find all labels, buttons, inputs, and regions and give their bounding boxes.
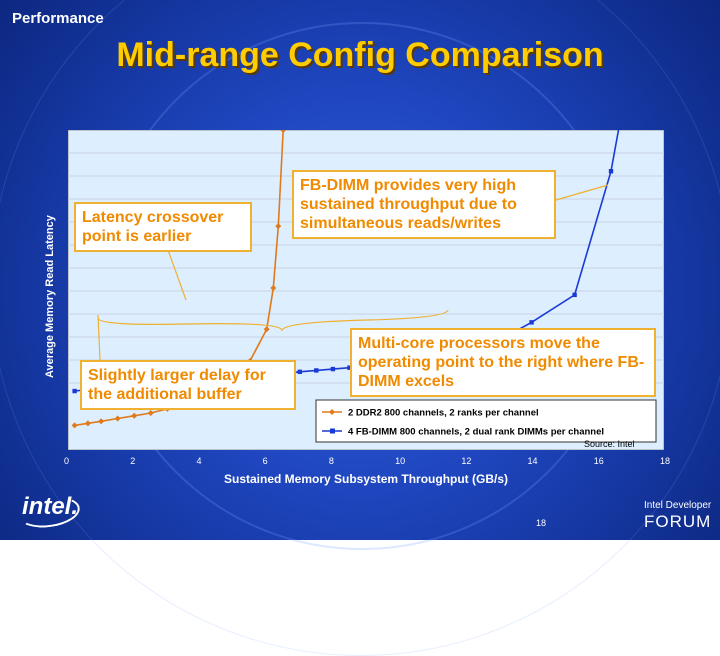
x-tick-label: 12 — [461, 456, 472, 466]
x-tick-label: 0 — [64, 456, 70, 466]
pointer-latency — [167, 249, 187, 301]
x-tick-label: 14 — [527, 456, 538, 466]
x-tick-label: 8 — [328, 456, 334, 466]
x-tick-label: 6 — [262, 456, 268, 466]
data-point — [270, 285, 277, 291]
x-tick-label: 2 — [130, 456, 136, 466]
idf-logo-line2: FORUM — [644, 512, 712, 531]
data-point — [98, 418, 105, 425]
callout-fbdimm-throughput: FB-DIMM provides very high sustained thr… — [292, 170, 556, 239]
pointer-delay — [97, 314, 101, 361]
section-label: Performance — [12, 10, 104, 27]
slide-title: Mid-range Config Comparison — [116, 36, 604, 74]
data-point — [72, 388, 77, 394]
callout-multicore: Multi-core processors move the operating… — [350, 328, 656, 397]
callout-buffer-delay: Slightly larger delay for the additional… — [80, 360, 296, 410]
y-axis-label: Average Memory Read Latency — [44, 215, 56, 378]
brace-operating-range — [97, 309, 449, 332]
x-tick-label: 10 — [395, 456, 406, 466]
intel-logo-text: intel. — [22, 493, 79, 520]
x-axis-label: Sustained Memory Subsystem Throughput (G… — [223, 472, 509, 486]
data-point — [280, 130, 287, 133]
pointer-fbdimm — [555, 184, 609, 201]
x-tick-label: 18 — [660, 456, 671, 466]
data-point — [572, 292, 577, 298]
data-point — [330, 366, 336, 372]
legend-label: 4 FB-DIMM 800 channels, 2 dual rank DIMM… — [348, 427, 604, 438]
legend-swatch-marker — [330, 428, 335, 434]
x-tick-label: 4 — [196, 456, 202, 466]
page-number: 18 — [536, 518, 547, 528]
legend-box — [315, 399, 657, 443]
callout-latency-crossover: Latency crossover point is earlier — [74, 202, 252, 252]
legend-swatch-marker — [329, 409, 335, 415]
data-point — [263, 326, 270, 333]
data-point — [529, 320, 534, 325]
source-note: Source: Intel — [584, 439, 635, 449]
data-point — [147, 410, 154, 417]
x-tick-label: 16 — [593, 456, 604, 466]
data-point — [275, 223, 282, 230]
data-point — [297, 369, 302, 375]
data-point — [131, 412, 138, 419]
data-point — [114, 415, 121, 422]
data-point — [608, 169, 614, 174]
data-point — [347, 365, 352, 370]
idf-logo-line1: Intel Developer — [644, 500, 712, 511]
data-point — [84, 420, 91, 427]
data-point — [314, 368, 319, 373]
intel-logo: intel. — [16, 492, 82, 532]
legend-label: 2 DDR2 800 channels, 2 ranks per channel — [348, 408, 539, 419]
data-point — [71, 422, 78, 429]
